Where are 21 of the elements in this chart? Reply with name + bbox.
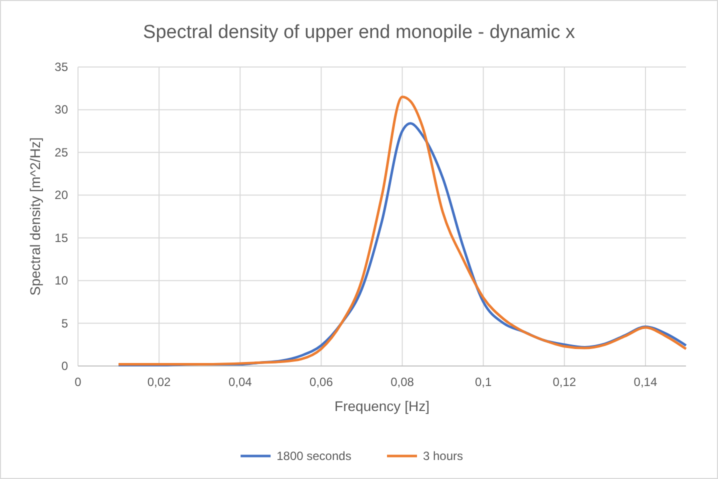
x-tick-label: 0,1 (474, 375, 492, 389)
legend-label: 1800 seconds (276, 449, 352, 463)
x-tick-label: 0,04 (228, 375, 252, 389)
y-tick-label: 0 (61, 359, 68, 373)
x-tick-label: 0,12 (552, 375, 576, 389)
chart-title: Spectral density of upper end monopile - dynamic x (143, 22, 576, 43)
y-tick-label: 20 (54, 188, 68, 202)
y-tick-label: 10 (54, 274, 68, 288)
x-tick-label: 0,08 (390, 375, 414, 389)
x-tick-label: 0,06 (310, 375, 334, 389)
y-tick-label: 25 (54, 145, 68, 160)
legend-label: 3 hours (423, 449, 464, 463)
x-tick-label: 0,02 (147, 375, 172, 389)
y-axis-title: Spectral density [m^2/Hz] (27, 137, 43, 296)
x-axis-title: Frequency [Hz] (334, 398, 430, 414)
x-tick-label: 0,14 (634, 375, 658, 389)
x-tick-label: 0 (74, 375, 82, 389)
y-tick-label: 5 (61, 316, 68, 330)
y-tick-label: 15 (54, 230, 68, 245)
y-tick-label: 35 (54, 60, 68, 74)
y-tick-label: 30 (54, 102, 68, 117)
